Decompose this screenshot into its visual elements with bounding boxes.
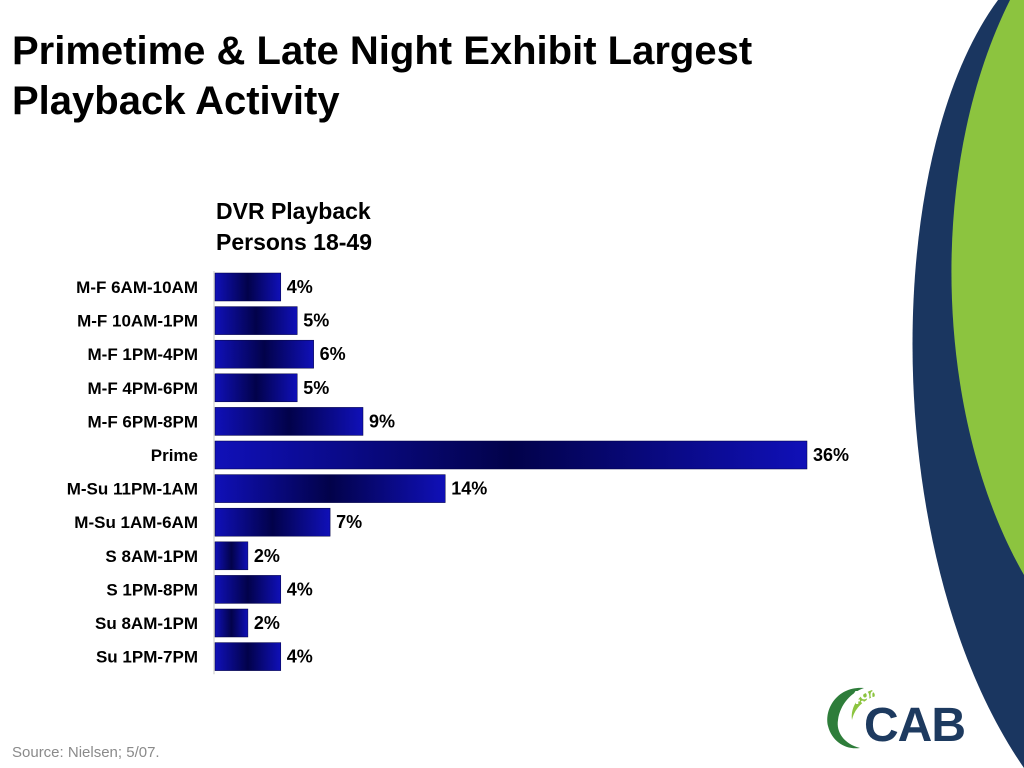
value-label-10: 2% <box>254 613 280 633</box>
chart-title: DVR Playback Persons 18-49 <box>216 196 372 258</box>
value-label-1: 5% <box>303 311 329 331</box>
bar-2 <box>214 339 314 369</box>
bar-3 <box>214 373 298 403</box>
value-label-7: 7% <box>336 512 362 532</box>
logo-text: CAB <box>864 699 966 752</box>
source-note: Source: Nielsen; 5/07. <box>12 744 160 761</box>
chart-title-line-2: Persons 18-49 <box>216 229 372 255</box>
logo-swirl-icon <box>827 687 876 749</box>
value-label-3: 5% <box>303 378 329 398</box>
category-label-8: S 8AM-1PM <box>105 547 198 566</box>
value-label-4: 9% <box>369 411 395 431</box>
slide-title-line-1: Primetime & Late Night Exhibit Largest <box>12 29 753 73</box>
bar-6 <box>214 474 446 503</box>
bar-10 <box>214 608 249 638</box>
slide-title: Primetime & Late Night Exhibit Largest P… <box>12 26 912 126</box>
value-label-8: 2% <box>254 546 280 566</box>
category-label-0: M-F 6AM-10AM <box>76 278 198 297</box>
bar-4 <box>214 407 364 436</box>
category-label-10: Su 8AM-1PM <box>95 614 198 633</box>
value-label-11: 4% <box>287 647 313 667</box>
logo-badge: 49% <box>850 688 887 708</box>
category-label-5: Prime <box>151 446 198 465</box>
value-label-0: 4% <box>287 277 313 297</box>
value-label-2: 6% <box>320 344 346 364</box>
cab-logo: 49% CAB <box>820 680 985 756</box>
category-label-4: M-F 6PM-8PM <box>88 412 199 431</box>
category-label-9: S 1PM-8PM <box>106 580 198 599</box>
chart-bars <box>214 272 808 671</box>
swoosh-green <box>951 0 1024 575</box>
category-label-3: M-F 4PM-6PM <box>88 379 199 398</box>
value-label-9: 4% <box>287 579 313 599</box>
category-labels: M-F 6AM-10AM M-F 10AM-1PM M-F 1PM-4PM M-F 4… <box>67 278 198 667</box>
value-label-5: 36% <box>813 445 849 465</box>
bar-5 <box>214 440 808 470</box>
bar-7 <box>214 507 331 537</box>
category-label-6: M-Su 11PM-1AM <box>67 480 198 499</box>
bar-0 <box>214 272 282 302</box>
slide-title-line-2: Playback Activity <box>12 79 340 123</box>
category-label-11: Su 1PM-7PM <box>96 648 198 667</box>
bar-9 <box>214 575 282 604</box>
chart-title-line-1: DVR Playback <box>216 198 371 224</box>
value-label-6: 14% <box>451 479 487 499</box>
bar-1 <box>214 306 298 335</box>
category-label-1: M-F 10AM-1PM <box>77 312 198 331</box>
category-label-2: M-F 1PM-4PM <box>88 345 199 364</box>
bar-8 <box>214 541 249 571</box>
value-labels: 4% 5% 6% 5% 9% 36% 14% 7% 2% 4% 2% 4% <box>254 277 849 667</box>
category-label-7: M-Su 1AM-6AM <box>74 513 198 532</box>
bar-11 <box>214 642 282 671</box>
